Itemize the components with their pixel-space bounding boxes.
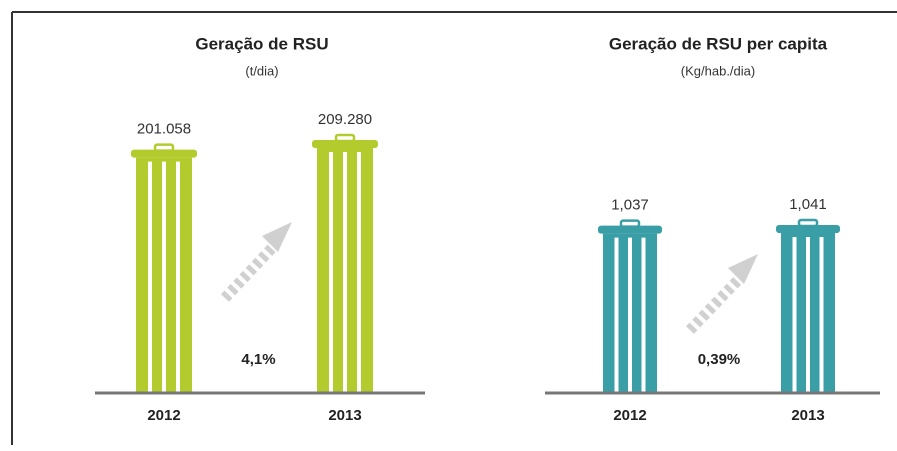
- bar-stripe: [819, 237, 824, 393]
- growth-annotation: 0,39%: [698, 351, 741, 368]
- bin-lid: [312, 140, 378, 148]
- arrow-left: [220, 222, 292, 302]
- value-label: 201.058: [137, 121, 191, 138]
- category-label: 2013: [791, 407, 824, 424]
- bin-lid: [131, 149, 197, 158]
- bar-stripe: [148, 161, 152, 393]
- bar-stripe: [628, 237, 632, 393]
- chart-title: Geração de RSU per capita: [609, 34, 828, 53]
- bar-stripe: [357, 152, 361, 393]
- bar-stripe: [641, 237, 646, 393]
- bar-stripe: [806, 237, 810, 393]
- value-label: 1,037: [611, 197, 649, 214]
- bin-handle: [619, 219, 641, 228]
- bar-stripe: [162, 161, 166, 393]
- category-label: 2012: [147, 407, 180, 424]
- bin-handle: [153, 143, 175, 152]
- bar-stripe: [176, 161, 180, 393]
- bar-stripe: [329, 152, 333, 393]
- growth-annotation: 4,1%: [241, 351, 275, 368]
- bin-handle: [334, 133, 356, 143]
- value-label: 209.280: [318, 111, 372, 128]
- category-label: 2013: [328, 407, 361, 424]
- chart-subtitle: (t/dia): [245, 63, 278, 78]
- arrow-right: [686, 254, 758, 334]
- bar-stripe: [614, 237, 619, 393]
- chart-subtitle: (Kg/hab./dia): [681, 63, 755, 78]
- bar-stripe: [792, 237, 797, 393]
- category-label: 2012: [613, 407, 646, 424]
- bin-handle: [797, 218, 819, 228]
- bin-lid: [776, 225, 840, 233]
- bar-stripe: [343, 152, 347, 393]
- chart-title: Geração de RSU: [195, 34, 328, 53]
- value-label: 1,041: [789, 196, 827, 213]
- bin-lid: [598, 225, 662, 234]
